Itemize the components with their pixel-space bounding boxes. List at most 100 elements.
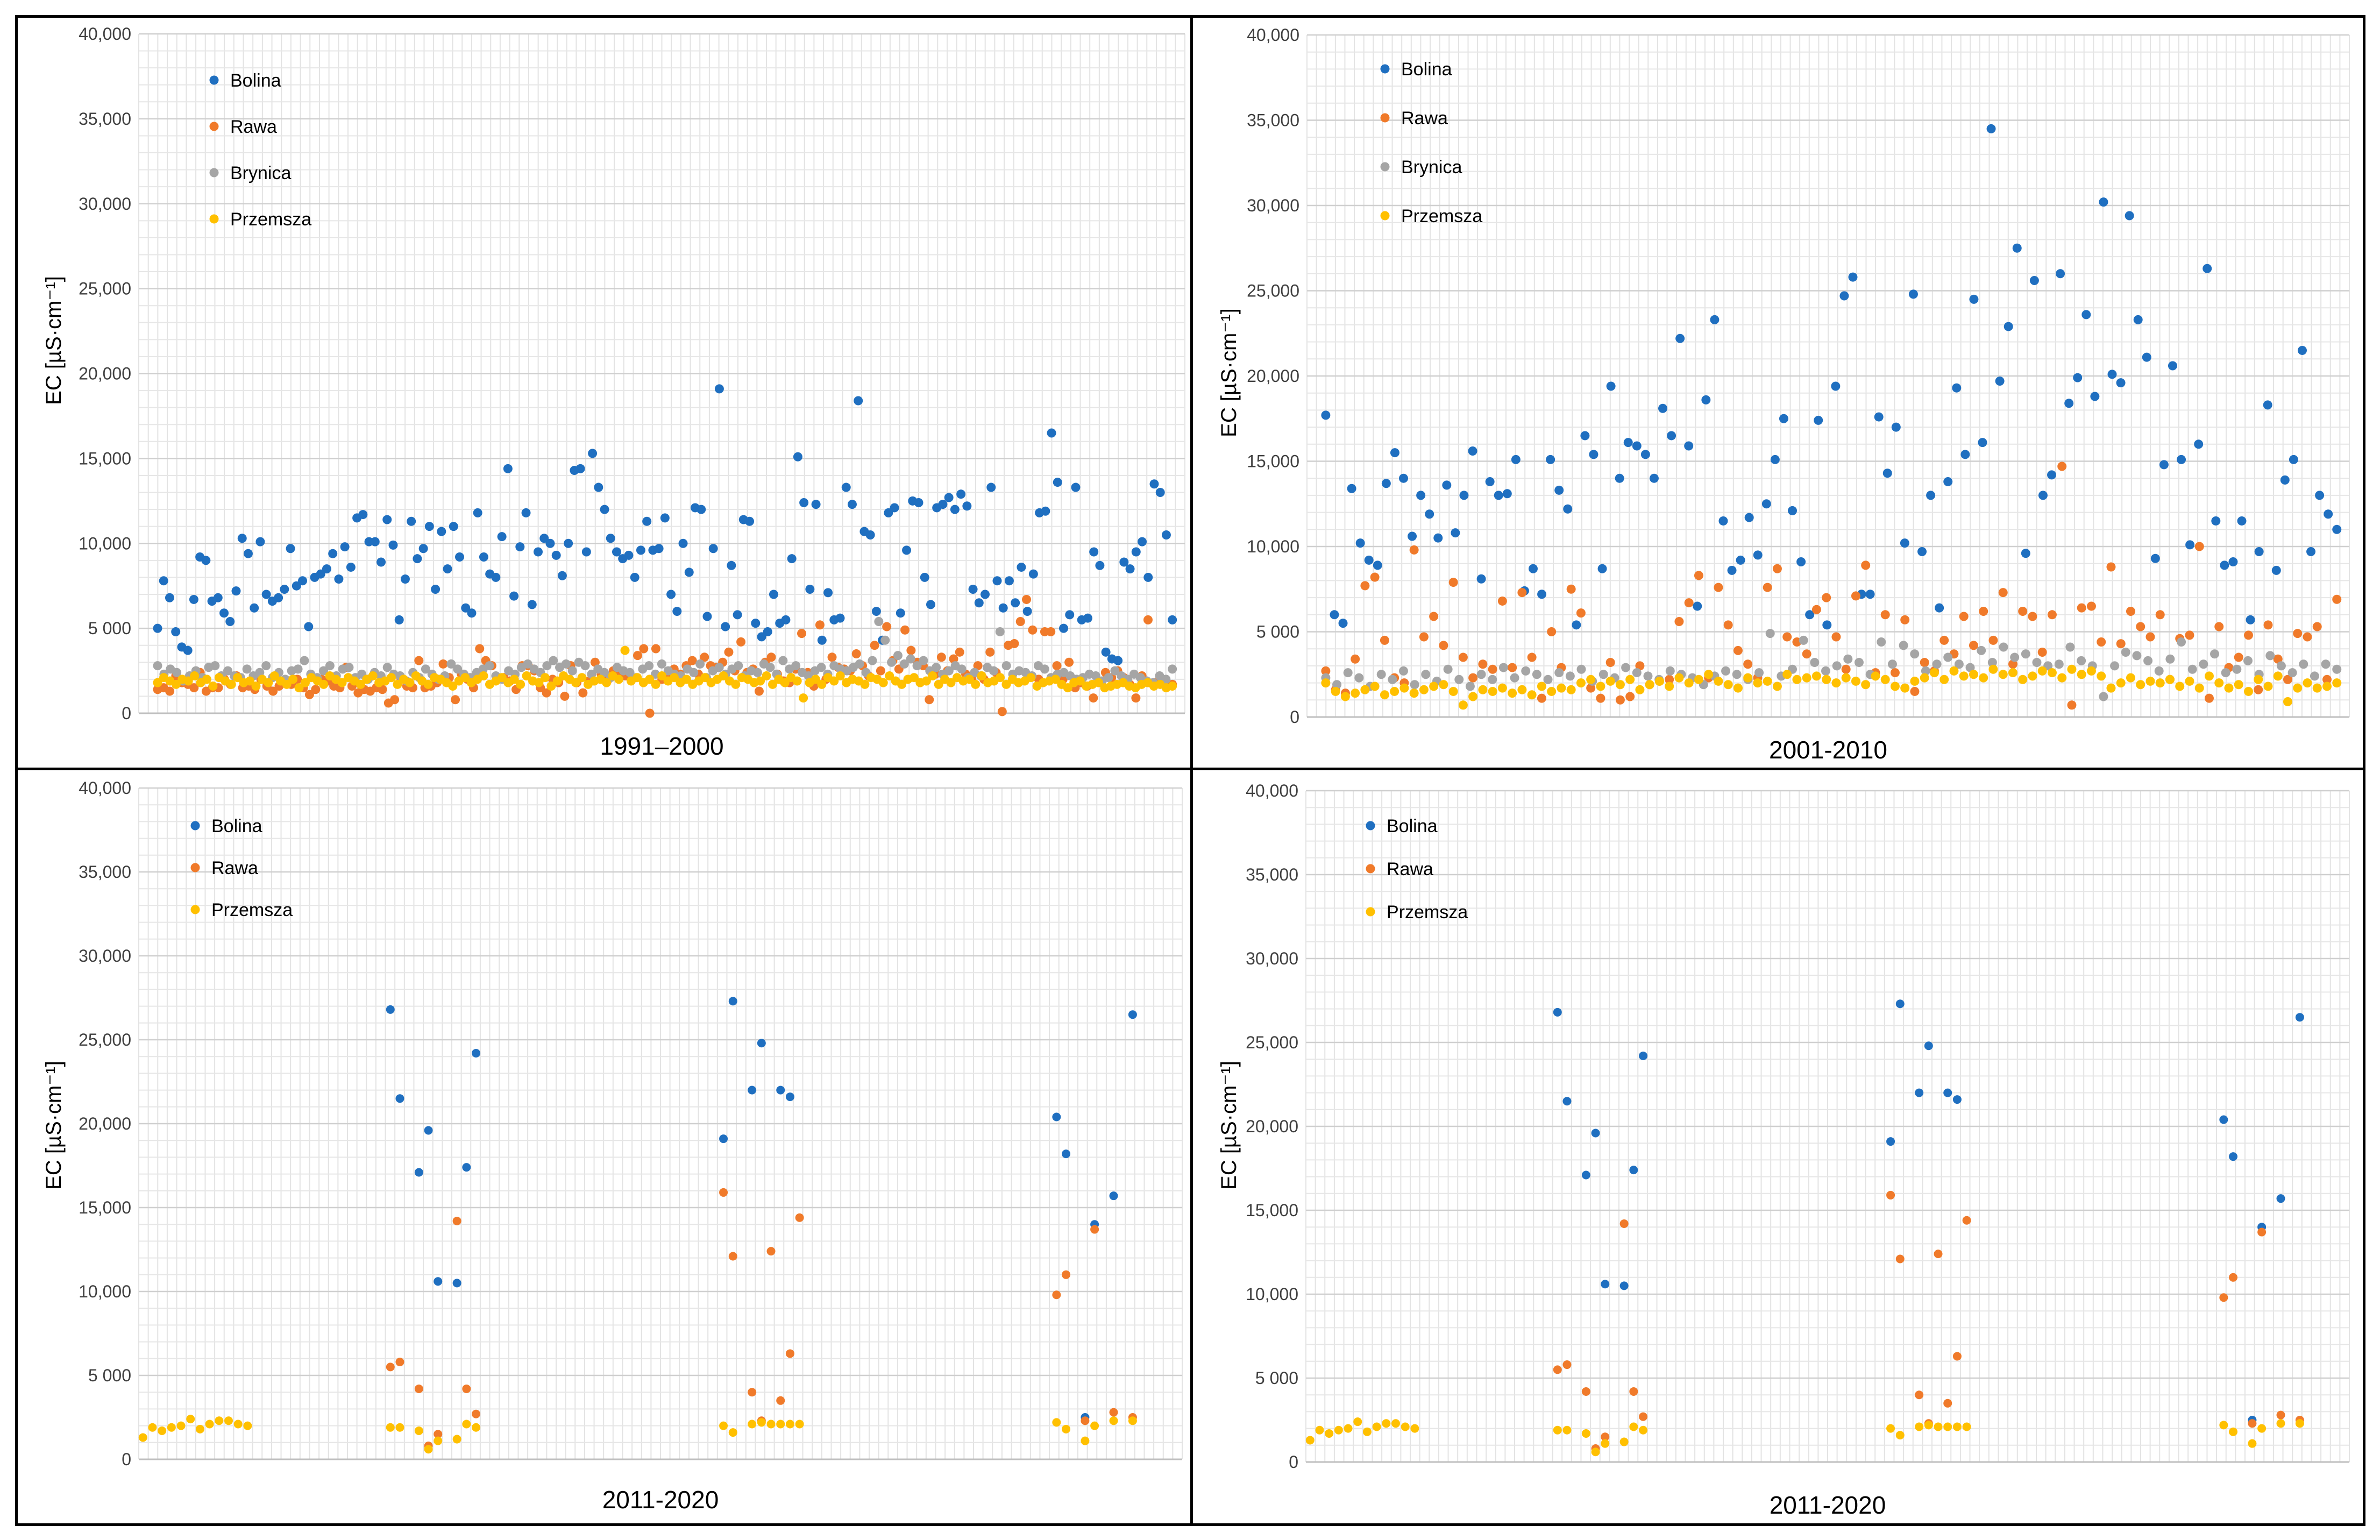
data-point <box>1929 668 1939 678</box>
data-point <box>2097 637 2106 647</box>
data-point <box>1887 659 1897 669</box>
data-point <box>534 547 543 557</box>
data-point <box>2283 675 2292 684</box>
data-point <box>462 1384 471 1393</box>
data-point <box>1924 1041 1933 1051</box>
data-point <box>829 676 839 686</box>
data-point <box>1943 652 1953 662</box>
data-point <box>1952 383 1962 393</box>
data-point <box>816 663 826 672</box>
data-point <box>817 635 827 645</box>
data-point <box>1439 680 1448 690</box>
data-point <box>2004 322 2013 331</box>
data-point <box>981 590 990 599</box>
data-point <box>165 593 174 602</box>
data-point <box>2175 682 2185 691</box>
data-point <box>552 676 562 686</box>
y-tick-label: 30,000 <box>1247 196 1299 215</box>
data-point <box>1581 1387 1590 1396</box>
data-point <box>1451 528 1460 538</box>
data-point <box>2263 620 2273 630</box>
data-point <box>865 530 875 540</box>
data-point <box>689 668 699 677</box>
data-point <box>672 607 682 616</box>
data-point <box>2322 682 2332 691</box>
y-axis-label: EC [µS·cm⁻¹] <box>42 276 66 405</box>
data-point <box>2332 664 2342 674</box>
data-point <box>835 671 845 681</box>
data-point <box>294 683 304 693</box>
data-point <box>2018 606 2028 616</box>
data-point <box>282 679 292 689</box>
data-point <box>1665 666 1675 676</box>
data-point <box>1143 572 1153 582</box>
data-point <box>1851 676 1860 686</box>
data-point <box>657 659 666 669</box>
data-point <box>1939 675 1949 684</box>
data-point <box>542 688 551 698</box>
data-point <box>356 679 365 689</box>
data-point <box>1882 469 1892 478</box>
data-point <box>376 557 386 567</box>
data-point <box>1362 1427 1372 1436</box>
data-point <box>897 679 907 689</box>
legend-marker <box>190 863 200 872</box>
data-point <box>1494 491 1503 500</box>
data-point <box>1934 1422 1943 1431</box>
data-point <box>1401 1422 1410 1431</box>
data-point <box>237 534 247 543</box>
data-point <box>2047 668 2057 678</box>
data-point <box>358 510 368 520</box>
data-point <box>337 678 347 687</box>
data-point <box>1554 485 1564 495</box>
data-point <box>452 1279 461 1288</box>
data-point <box>1344 1424 1353 1433</box>
data-point <box>540 673 550 683</box>
legend-label: Przemsza <box>230 209 311 230</box>
data-point <box>274 593 283 602</box>
data-point <box>1714 583 1723 592</box>
y-tick-label: 25,000 <box>1246 1033 1298 1052</box>
data-point <box>1952 1352 1962 1361</box>
data-point <box>1131 693 1141 703</box>
y-axis-label: EC [µS·cm⁻¹] <box>42 1061 66 1190</box>
data-point <box>394 615 404 624</box>
data-point <box>386 1362 395 1372</box>
data-point <box>405 678 415 687</box>
data-point <box>1693 601 1702 611</box>
data-point <box>1986 124 1996 133</box>
data-point <box>571 678 581 687</box>
data-point <box>2257 1227 2267 1237</box>
data-point <box>1161 530 1171 540</box>
data-point <box>1959 671 1969 681</box>
data-point <box>2177 455 2186 464</box>
data-point <box>219 608 229 618</box>
data-point <box>485 661 494 671</box>
data-point <box>906 645 916 655</box>
data-point <box>1754 668 1764 678</box>
data-point <box>344 663 354 672</box>
data-point <box>319 666 329 676</box>
data-point <box>1920 658 1929 668</box>
data-point <box>210 661 220 671</box>
data-point <box>1619 1437 1629 1446</box>
data-point <box>1388 675 1397 684</box>
data-point <box>1028 569 1038 579</box>
data-point <box>805 585 815 594</box>
legend-label: Bolina <box>1401 59 1452 80</box>
y-tick-label: 20,000 <box>1247 366 1299 386</box>
data-point <box>1900 683 1910 693</box>
data-point <box>1062 1270 1071 1279</box>
y-tick-label: 0 <box>122 1450 131 1469</box>
data-point <box>268 686 278 696</box>
data-point <box>2229 1152 2238 1161</box>
legend-marker <box>209 122 219 131</box>
data-point <box>1390 686 1399 696</box>
data-point <box>431 585 441 594</box>
data-point <box>763 627 772 636</box>
data-point <box>1979 606 1988 616</box>
data-point <box>546 681 556 691</box>
data-point <box>509 675 519 684</box>
data-point <box>449 522 458 531</box>
data-point <box>2086 666 2096 676</box>
